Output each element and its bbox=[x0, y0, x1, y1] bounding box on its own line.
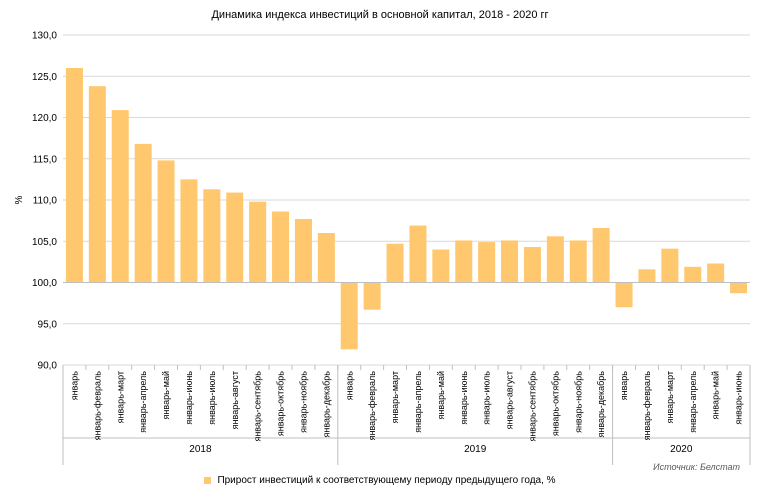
bar bbox=[546, 236, 564, 283]
bar bbox=[226, 192, 244, 283]
category-label: январь-май bbox=[436, 371, 446, 419]
category-label: январь-ноябрь bbox=[298, 371, 308, 433]
category-label: январь-апрель bbox=[413, 371, 423, 433]
bar bbox=[638, 269, 656, 283]
category-label: январь-сентябрь bbox=[253, 371, 263, 442]
bar bbox=[272, 211, 290, 283]
category-label: январь-июль bbox=[207, 371, 217, 425]
bar bbox=[386, 243, 404, 283]
category-label: январь bbox=[619, 371, 629, 401]
category-label: январь-август bbox=[230, 371, 240, 429]
category-label: январь-июнь bbox=[734, 371, 744, 425]
category-label: январь-апрель bbox=[138, 371, 148, 433]
bar bbox=[409, 225, 427, 283]
category-label: январь-август bbox=[505, 371, 515, 429]
y-tick-label: 130,0 bbox=[32, 31, 57, 42]
bar bbox=[523, 247, 541, 283]
bar bbox=[157, 160, 175, 283]
y-tick-label: 115,0 bbox=[33, 154, 58, 165]
legend-label: Прирост инвестиций к соответствующему пе… bbox=[217, 475, 556, 486]
y-axis-label: % bbox=[14, 195, 25, 204]
y-tick-label: 110,0 bbox=[33, 196, 58, 207]
category-label: январь-июль bbox=[482, 371, 492, 425]
group-label: 2018 bbox=[189, 444, 212, 455]
category-label: январь-февраль bbox=[92, 371, 102, 441]
category-label: январь bbox=[344, 371, 354, 401]
source-note: Источник: Белстат bbox=[653, 462, 740, 472]
bar bbox=[684, 266, 702, 283]
category-label: январь-июнь bbox=[184, 371, 194, 425]
bar bbox=[65, 68, 83, 283]
group-label: 2019 bbox=[464, 444, 487, 455]
category-label: январь-февраль bbox=[642, 371, 652, 441]
y-tick-label: 125,0 bbox=[32, 72, 57, 83]
bar bbox=[294, 218, 312, 283]
bar bbox=[111, 110, 129, 283]
bar bbox=[203, 189, 221, 283]
bar bbox=[88, 86, 106, 283]
category-label: январь-февраль bbox=[367, 371, 377, 441]
bar bbox=[363, 282, 381, 310]
category-label: январь-март bbox=[115, 371, 125, 423]
group-label: 2020 bbox=[670, 444, 693, 455]
y-tick-label: 105,0 bbox=[32, 237, 57, 248]
category-label: январь-апрель bbox=[688, 371, 698, 433]
category-label: январь-октябрь bbox=[276, 371, 286, 436]
y-tick-label: 100,0 bbox=[32, 278, 57, 289]
category-label: январь-июнь bbox=[459, 371, 469, 425]
legend: Прирост инвестиций к соответствующему пе… bbox=[0, 475, 760, 486]
bar bbox=[592, 228, 610, 283]
category-label: январь-май bbox=[161, 371, 171, 419]
category-label: январь bbox=[69, 371, 79, 401]
bar bbox=[249, 201, 267, 283]
category-label: январь-ноябрь bbox=[573, 371, 583, 433]
category-label: январь-декабрь bbox=[596, 371, 606, 438]
bar bbox=[615, 282, 633, 308]
bar bbox=[661, 248, 679, 283]
y-tick-label: 90,0 bbox=[38, 361, 58, 372]
bar bbox=[432, 249, 450, 283]
legend-swatch bbox=[204, 477, 212, 484]
bar bbox=[340, 282, 358, 350]
bar bbox=[134, 143, 152, 283]
category-label: январь-декабрь bbox=[321, 371, 331, 438]
category-label: январь-март bbox=[665, 371, 675, 423]
y-tick-label: 120,0 bbox=[32, 113, 57, 124]
category-label: январь-сентябрь bbox=[527, 371, 537, 442]
y-tick-label: 95,0 bbox=[38, 319, 58, 330]
category-label: январь-март bbox=[390, 371, 400, 423]
bar bbox=[501, 240, 519, 283]
bar bbox=[730, 282, 748, 294]
bar bbox=[478, 242, 496, 283]
chart-title: Динамика индекса инвестиций в основной к… bbox=[211, 9, 549, 21]
bar bbox=[455, 240, 473, 283]
category-label: январь-май bbox=[711, 371, 721, 419]
bar bbox=[180, 179, 198, 283]
bar bbox=[569, 240, 587, 283]
bar bbox=[317, 233, 335, 283]
bar bbox=[707, 263, 725, 283]
category-label: январь-октябрь bbox=[550, 371, 560, 436]
